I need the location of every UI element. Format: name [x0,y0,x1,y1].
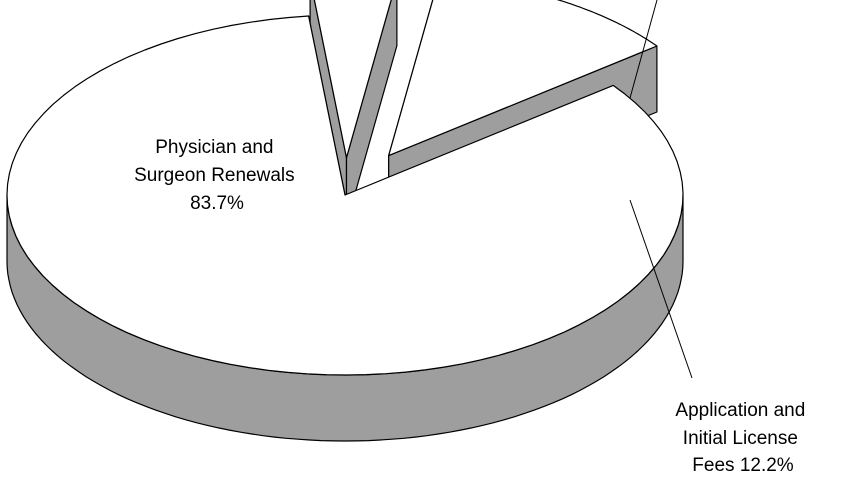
slice-label-application-line-1: Application and [675,400,805,421]
leader-line-application [629,199,693,379]
slice-2-top [388,0,658,157]
leader-line-small-slice [629,0,658,99]
leader-lines [629,0,693,379]
slice-label-application-line-2: Initial License [683,428,798,449]
pie-tops [6,0,684,376]
slice-label-application-line-3: Fees 12.2% [692,455,793,476]
slice-label-renewals-line-1: Physician and [155,137,273,158]
slice-1-top [313,0,392,159]
slice-label-renewals-line-2: Surgeon Renewals [134,165,295,186]
slice-label-renewals-line-3: 83.7% [190,193,244,214]
slice-0-top [6,15,684,376]
slice-label-application: Application and Initial License Fees 12.… [675,400,810,476]
slice-label-renewals: Physician and Surgeon Renewals 83.7% [134,137,300,214]
slice-labels: Physician and Surgeon Renewals 83.7% App… [134,137,810,476]
